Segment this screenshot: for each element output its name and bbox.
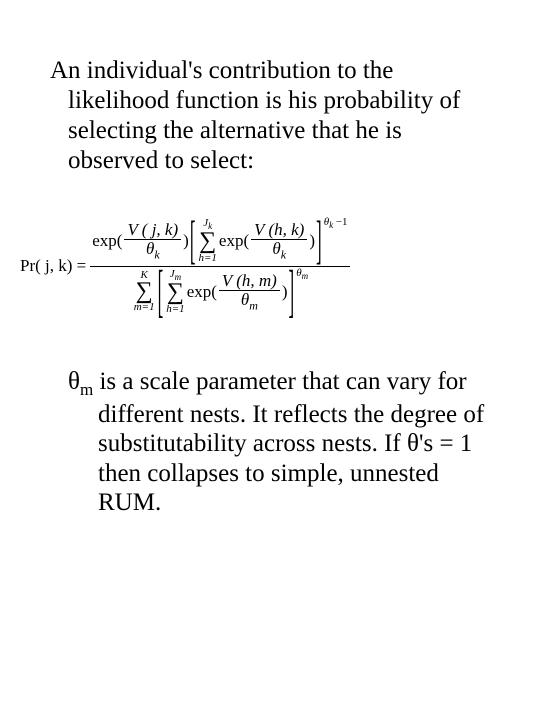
num-br-exp: exp( <box>219 231 249 251</box>
num-exp-tail: −1 <box>336 216 348 228</box>
eq-numerator: exp( V ( j, k) θk ) [ Jk ∑ <box>90 218 349 264</box>
num-br-sub: k <box>281 247 286 261</box>
num-br-close: ) <box>309 231 315 251</box>
eq-fraction-bar <box>90 266 349 267</box>
num-br-frac: V (h, k) θk <box>251 221 307 261</box>
den-br-frac: V (h, m) θm <box>219 272 280 312</box>
num-f1-frac: V ( j, k) θk <box>124 221 181 261</box>
num-f1-exp: exp( <box>92 231 122 251</box>
eq-denominator: K ∑ m=1 [ Jm ∑ h=1 exp( V (h, m) <box>130 269 310 315</box>
foot-body: is a scale parameter that can vary for d… <box>93 368 484 517</box>
sigma-icon: ∑ <box>199 231 216 253</box>
den-osum-lower: m=1 <box>134 302 155 313</box>
den-sum-lower: h=1 <box>166 304 184 315</box>
foot-theta: θ <box>68 368 80 395</box>
intro-block: An individual's contribution to the like… <box>50 56 490 176</box>
den-bracket-term: [ Jm ∑ h=1 exp( V (h, m) θm ) <box>157 269 296 315</box>
num-br-theta: θ <box>272 239 280 258</box>
intro-text: An individual's contribution to the like… <box>68 56 490 176</box>
den-br-exp: exp( <box>187 282 217 302</box>
den-br-top: V (h, m) <box>222 271 277 290</box>
den-br-theta: θ <box>241 290 249 309</box>
intro-text-span: An individual's contribution to the like… <box>50 57 460 174</box>
den-exp-sub: m <box>302 271 309 281</box>
den-exponent: θm <box>296 267 308 281</box>
num-exponent: θk −1 <box>324 216 348 230</box>
num-sum-lower: h=1 <box>198 253 216 264</box>
num-f1-top: V ( j, k) <box>127 220 178 239</box>
num-exp-sub: k <box>329 220 333 230</box>
den-inner-sum: Jm ∑ h=1 <box>166 269 184 315</box>
foot-sub: m <box>80 380 93 399</box>
eq-lhs: Pr( j, k) = <box>20 256 90 276</box>
lbracket-icon: [ <box>190 215 196 268</box>
num-bracket-term: [ Jk ∑ h=1 exp( V (h, k) θk ) <box>189 218 323 264</box>
eq-lhs-text: Pr( j, k) = <box>20 256 86 275</box>
sigma-icon: ∑ <box>136 281 153 303</box>
equation-row: Pr( j, k) = exp( V ( j, k) θk ) <box>20 218 490 315</box>
slide: An individual's contribution to the like… <box>0 0 540 720</box>
footnote-text: θm is a scale parameter that can vary fo… <box>68 367 490 518</box>
num-factor1: exp( V ( j, k) θk ) <box>92 221 189 261</box>
rbracket-icon: ] <box>289 263 295 321</box>
rbracket-icon: ] <box>316 215 322 268</box>
equation-block: Pr( j, k) = exp( V ( j, k) θk ) <box>20 218 490 315</box>
eq-main-fraction: exp( V ( j, k) θk ) [ Jk ∑ <box>90 218 349 315</box>
den-br-close: ) <box>282 282 288 302</box>
den-br-sub: m <box>249 298 258 312</box>
sigma-icon: ∑ <box>167 282 184 304</box>
num-sum: Jk ∑ h=1 <box>198 218 216 264</box>
num-br-top: V (h, k) <box>254 220 304 239</box>
den-outer-sum: K ∑ m=1 <box>134 270 155 314</box>
lbracket-icon: [ <box>158 263 164 321</box>
